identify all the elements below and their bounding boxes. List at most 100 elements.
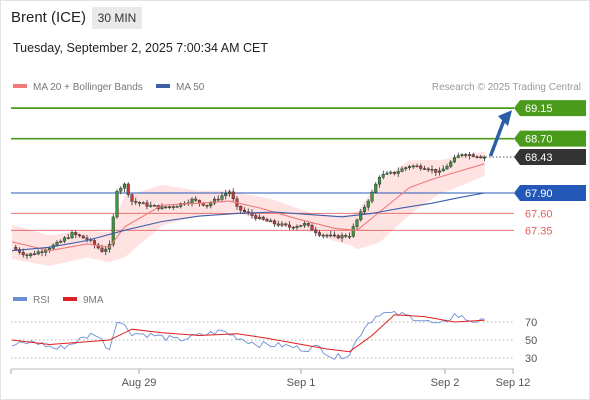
candle (419, 163, 423, 171)
candle-body (344, 235, 348, 237)
moving-averages (11, 163, 485, 252)
candle (404, 166, 408, 172)
rsi-panel: 70 50 30 (11, 310, 537, 365)
last-tag (514, 149, 586, 165)
timestamp: Tuesday, September 2, 2025 7:00:34 AM CE… (13, 41, 269, 55)
x-axis: Aug 29 Sep 1 Sep 2 Sep 12 (10, 368, 530, 389)
candle-body (392, 171, 397, 174)
candle-body (149, 205, 153, 207)
candle-body (306, 223, 310, 226)
candle-body (216, 198, 220, 201)
candle (257, 214, 262, 220)
candle (336, 234, 340, 240)
candle-body (299, 225, 303, 227)
candle (422, 165, 427, 170)
candle-body (164, 206, 168, 209)
candle-body (475, 156, 479, 158)
candle-body (40, 251, 44, 253)
main-legend: MA 20 + Bollinger Bands MA 50 RSI 9MA (13, 82, 205, 306)
rsi-line (11, 310, 485, 360)
candle-body (134, 201, 138, 203)
candle (452, 154, 457, 164)
candle-body (111, 216, 115, 245)
candle-body (422, 168, 427, 170)
candle-body (445, 166, 449, 170)
candle-body (415, 165, 419, 168)
candle-body (272, 220, 277, 225)
candle (239, 205, 243, 215)
candle (340, 232, 344, 242)
candle-body (321, 234, 325, 237)
candle-body (55, 242, 59, 246)
resistance-tag (514, 100, 586, 117)
candle (291, 225, 295, 230)
candle (434, 168, 438, 176)
candle (160, 203, 164, 210)
candle-body (104, 248, 108, 252)
candle-body (167, 206, 172, 208)
header-bar: Brent (ICE) 30 MIN (0, 0, 590, 36)
candle (272, 219, 277, 227)
candle (269, 218, 273, 223)
legend-swatch (63, 297, 77, 301)
candle (25, 253, 29, 260)
credit-text: Research © 2025 Trading Central (432, 82, 581, 93)
candle (411, 164, 415, 170)
candle-body (325, 234, 329, 237)
candle (351, 223, 355, 238)
candle-body (74, 232, 78, 235)
candle-body (434, 169, 438, 173)
candle (314, 226, 318, 237)
candle-body (92, 240, 97, 246)
candle-body (452, 157, 457, 163)
arrow-head (498, 110, 512, 127)
candle-body (96, 244, 100, 249)
candle-body (332, 234, 337, 237)
ma20-line (11, 163, 485, 252)
candle (460, 153, 464, 158)
candle-body (456, 155, 460, 158)
candle-body (122, 183, 127, 189)
candle (310, 223, 314, 231)
candle-body (471, 154, 475, 157)
candle (347, 232, 352, 240)
candle-body (351, 226, 355, 237)
candle-body (115, 190, 119, 218)
candle-body (242, 209, 247, 213)
candle (216, 195, 220, 203)
candle-body (70, 232, 74, 238)
candle-body (25, 254, 29, 257)
resistance-label: 68.70 (525, 134, 553, 146)
candle (224, 189, 228, 200)
candle-body (29, 253, 33, 257)
candle (104, 245, 108, 256)
candle (66, 233, 70, 240)
candle (119, 186, 123, 195)
candle-body (479, 156, 483, 159)
candle-body (81, 235, 85, 239)
candle (464, 152, 468, 158)
candle (441, 165, 445, 172)
candle-body (36, 251, 40, 255)
candle (231, 188, 235, 202)
candle (389, 170, 393, 175)
candle-body (227, 191, 232, 195)
candle-body (389, 171, 393, 174)
candle-body (126, 183, 130, 195)
candle (141, 201, 145, 205)
candle-body (171, 206, 175, 208)
timeframe-button[interactable]: 30 MIN (92, 7, 142, 29)
candle-body (205, 205, 209, 207)
candle (377, 175, 382, 188)
candle-body (21, 252, 25, 256)
candle-body (179, 203, 183, 207)
last-label: 68.43 (525, 152, 553, 164)
candle-body (14, 247, 18, 250)
candle (430, 165, 434, 174)
candle-body (280, 223, 284, 226)
candle (366, 199, 370, 211)
candle-body (355, 219, 359, 227)
candle-body (329, 234, 333, 237)
resistance-tag (514, 130, 586, 147)
